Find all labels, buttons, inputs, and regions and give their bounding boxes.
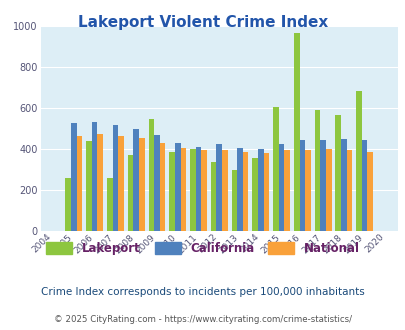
Bar xyxy=(252,158,257,231)
Bar xyxy=(118,136,124,231)
Bar xyxy=(325,149,331,231)
Text: Crime Index corresponds to incidents per 100,000 inhabitants: Crime Index corresponds to incidents per… xyxy=(41,287,364,297)
Bar xyxy=(107,178,112,231)
Bar xyxy=(242,152,248,231)
Bar xyxy=(346,150,352,231)
Bar xyxy=(210,162,216,231)
Bar xyxy=(216,144,222,231)
Text: Lakeport Violent Crime Index: Lakeport Violent Crime Index xyxy=(78,15,327,30)
Bar xyxy=(284,150,289,231)
Bar xyxy=(65,178,71,231)
Bar xyxy=(305,150,310,231)
Bar xyxy=(340,139,346,231)
Bar xyxy=(154,135,159,231)
Bar xyxy=(97,134,103,231)
Bar xyxy=(77,136,82,231)
Bar xyxy=(201,150,207,231)
Bar xyxy=(320,140,325,231)
Bar xyxy=(190,149,195,231)
Bar xyxy=(361,140,367,231)
Bar xyxy=(112,125,118,231)
Bar xyxy=(148,119,154,231)
Bar xyxy=(367,152,372,231)
Bar xyxy=(195,147,201,231)
Bar xyxy=(314,110,320,231)
Bar xyxy=(169,152,175,231)
Bar xyxy=(128,155,133,231)
Bar xyxy=(263,153,269,231)
Bar xyxy=(299,140,305,231)
Bar xyxy=(175,143,180,231)
Text: © 2025 CityRating.com - https://www.cityrating.com/crime-statistics/: © 2025 CityRating.com - https://www.city… xyxy=(54,315,351,324)
Bar xyxy=(159,143,165,231)
Bar xyxy=(139,138,144,231)
Bar xyxy=(86,141,92,231)
Bar xyxy=(273,107,278,231)
Bar xyxy=(293,33,299,231)
Bar xyxy=(355,91,361,231)
Bar xyxy=(133,129,139,231)
Bar xyxy=(237,148,242,231)
Bar xyxy=(257,149,263,231)
Bar xyxy=(222,150,227,231)
Bar xyxy=(278,144,284,231)
Legend: Lakeport, California, National: Lakeport, California, National xyxy=(41,237,364,260)
Bar xyxy=(92,121,97,231)
Bar xyxy=(231,170,237,231)
Bar xyxy=(335,115,340,231)
Bar xyxy=(180,148,185,231)
Bar xyxy=(71,122,77,231)
